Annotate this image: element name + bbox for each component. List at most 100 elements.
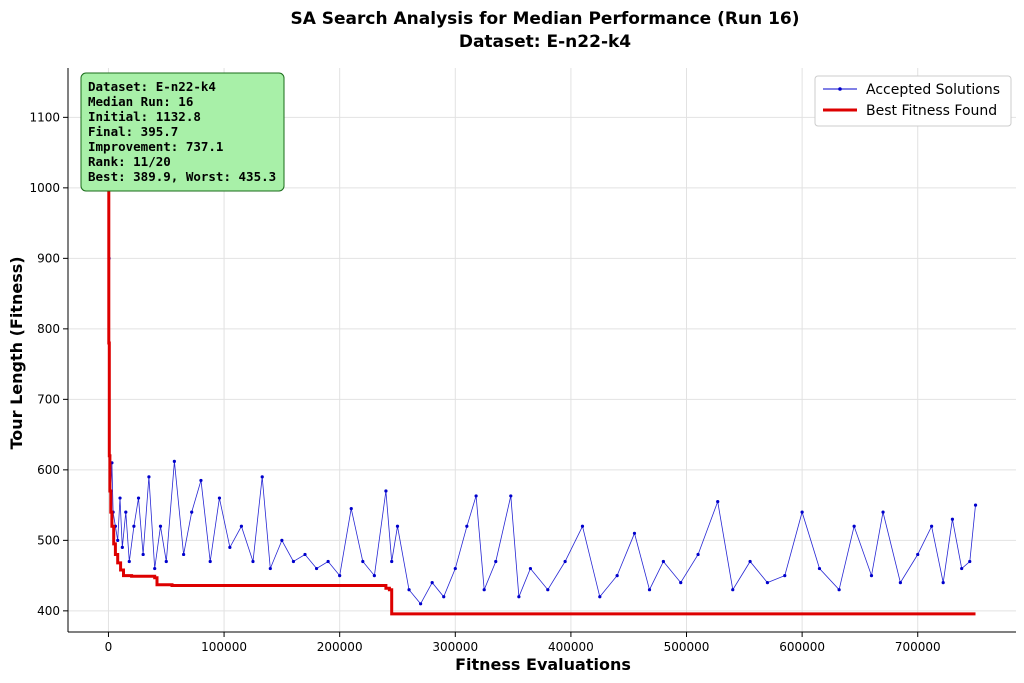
x-tick-label: 700000 <box>895 640 941 654</box>
info-line: Improvement: 737.1 <box>88 139 223 154</box>
accepted-solution-point <box>941 581 945 585</box>
accepted-solution-point <box>182 552 186 557</box>
accepted-solution-point <box>217 496 222 500</box>
accepted-solution-point <box>251 559 255 564</box>
y-tick-label: 800 <box>37 322 60 336</box>
accepted-solution-point <box>419 602 423 606</box>
accepted-solution-point <box>260 475 264 479</box>
y-tick-label: 600 <box>37 463 60 477</box>
x-tick-label: 600000 <box>779 640 825 654</box>
info-box: Dataset: E-n22-k4 Median Run: 16 Initial… <box>80 72 285 192</box>
accepted-solution-point <box>384 489 388 493</box>
accepted-solution-point <box>563 559 567 564</box>
x-tick-label: 300000 <box>432 640 478 654</box>
x-axis-label: Fitness Evaluations <box>455 655 631 674</box>
best-fitness-line <box>107 92 976 616</box>
accepted-solution-point <box>580 524 585 528</box>
accepted-solution-point <box>748 559 752 564</box>
accepted-solution-point <box>208 559 212 564</box>
chart-subtitle: Dataset: E-n22-k4 <box>459 32 631 52</box>
accepted-solution-point <box>716 499 720 504</box>
accepted-solution-point <box>280 538 284 542</box>
accepted-solution-point <box>158 524 163 528</box>
accepted-solution-point <box>869 574 874 578</box>
y-tick-label: 700 <box>37 392 60 406</box>
accepted-solution-point <box>960 566 964 571</box>
accepted-solution-point <box>407 588 411 592</box>
accepted-solution-point <box>303 552 307 557</box>
accepted-solution-point <box>199 478 203 483</box>
accepted-solution-point <box>124 510 128 514</box>
x-tick-label: 0 <box>105 640 113 654</box>
accepted-solution-point <box>731 588 735 592</box>
y-axis-label: Tour Length (Fitness) <box>7 256 26 449</box>
accepted-solution-point <box>817 566 822 571</box>
info-line: Rank: 11/20 <box>88 154 171 169</box>
accepted-solution-point <box>228 545 232 550</box>
accepted-solution-point <box>239 524 244 528</box>
accepted-solution-point <box>361 559 365 564</box>
accepted-solution-point <box>465 524 469 528</box>
accepted-solution-point <box>852 524 856 528</box>
info-line: Final: 395.7 <box>88 124 178 139</box>
accepted-solution-point <box>147 475 151 479</box>
accepted-solution-point <box>615 574 619 578</box>
legend-frame <box>814 75 1012 127</box>
info-line: Median Run: 16 <box>88 94 193 109</box>
accepted-solution-point <box>164 559 168 564</box>
accepted-solution-point <box>509 494 513 498</box>
accepted-solution-point <box>679 581 683 585</box>
grid <box>68 68 1016 632</box>
accepted-solution-point <box>973 503 978 507</box>
x-tick-label: 200000 <box>317 640 363 654</box>
x-tick-label: 500000 <box>664 640 710 654</box>
accepted-solution-point <box>390 559 394 564</box>
accepted-solution-point <box>765 581 770 585</box>
accepted-solution-point <box>482 588 486 592</box>
accepted-solution-point <box>453 566 457 571</box>
accepted-solution-point <box>950 517 955 521</box>
y-tick-label: 400 <box>37 604 60 618</box>
chart-title: SA Search Analysis for Median Performanc… <box>290 9 799 29</box>
accepted-solution-point <box>474 494 478 498</box>
accepted-solution-point <box>120 545 124 550</box>
axes: 0 100000 200000 300000 400000 500000 600000 700… <box>29 68 1016 654</box>
y-tick-label: 1000 <box>29 181 60 195</box>
accepted-solution-point <box>190 510 194 514</box>
y-tick-label: 1100 <box>29 110 60 124</box>
accepted-solution-point <box>881 510 885 514</box>
accepted-solution-point <box>517 595 521 599</box>
accepted-solution-point <box>326 559 330 564</box>
info-line: Initial: 1132.8 <box>88 109 201 124</box>
legend-label-accepted: Accepted Solutions <box>866 82 1000 98</box>
accepted-solution-point <box>314 566 319 571</box>
accepted-solution-point <box>598 595 602 599</box>
legend: Accepted Solutions Best Fitness Found <box>814 75 1012 127</box>
x-tick-label: 400000 <box>548 640 594 654</box>
accepted-solution-point <box>528 566 533 571</box>
accepted-solution-point <box>127 559 131 564</box>
accepted-solution-point <box>136 496 141 500</box>
accepted-solution-point <box>968 559 972 564</box>
accepted-solution-point <box>141 552 145 557</box>
accepted-solution-point <box>647 588 652 592</box>
accepted-solution-point <box>661 559 665 564</box>
accepted-solution-point <box>118 496 122 500</box>
accepted-solution-point <box>153 566 157 571</box>
accepted-solution-point <box>172 459 176 463</box>
accepted-solution-point <box>349 507 353 511</box>
accepted-solution-point <box>116 538 120 542</box>
info-box-background <box>80 72 285 192</box>
accepted-solution-point <box>837 588 841 592</box>
y-tick-label: 500 <box>37 533 60 547</box>
accepted-solution-point <box>268 566 272 571</box>
accepted-solution-point <box>395 524 400 528</box>
accepted-solution-point <box>800 510 804 514</box>
accepted-solution-point <box>442 595 446 599</box>
accepted-solution-point <box>696 552 700 557</box>
accepted-solution-point <box>916 552 920 557</box>
plot-series <box>106 92 978 616</box>
info-line: Best: 389.9, Worst: 435.3 <box>88 169 276 184</box>
accepted-solution-point <box>372 574 376 578</box>
